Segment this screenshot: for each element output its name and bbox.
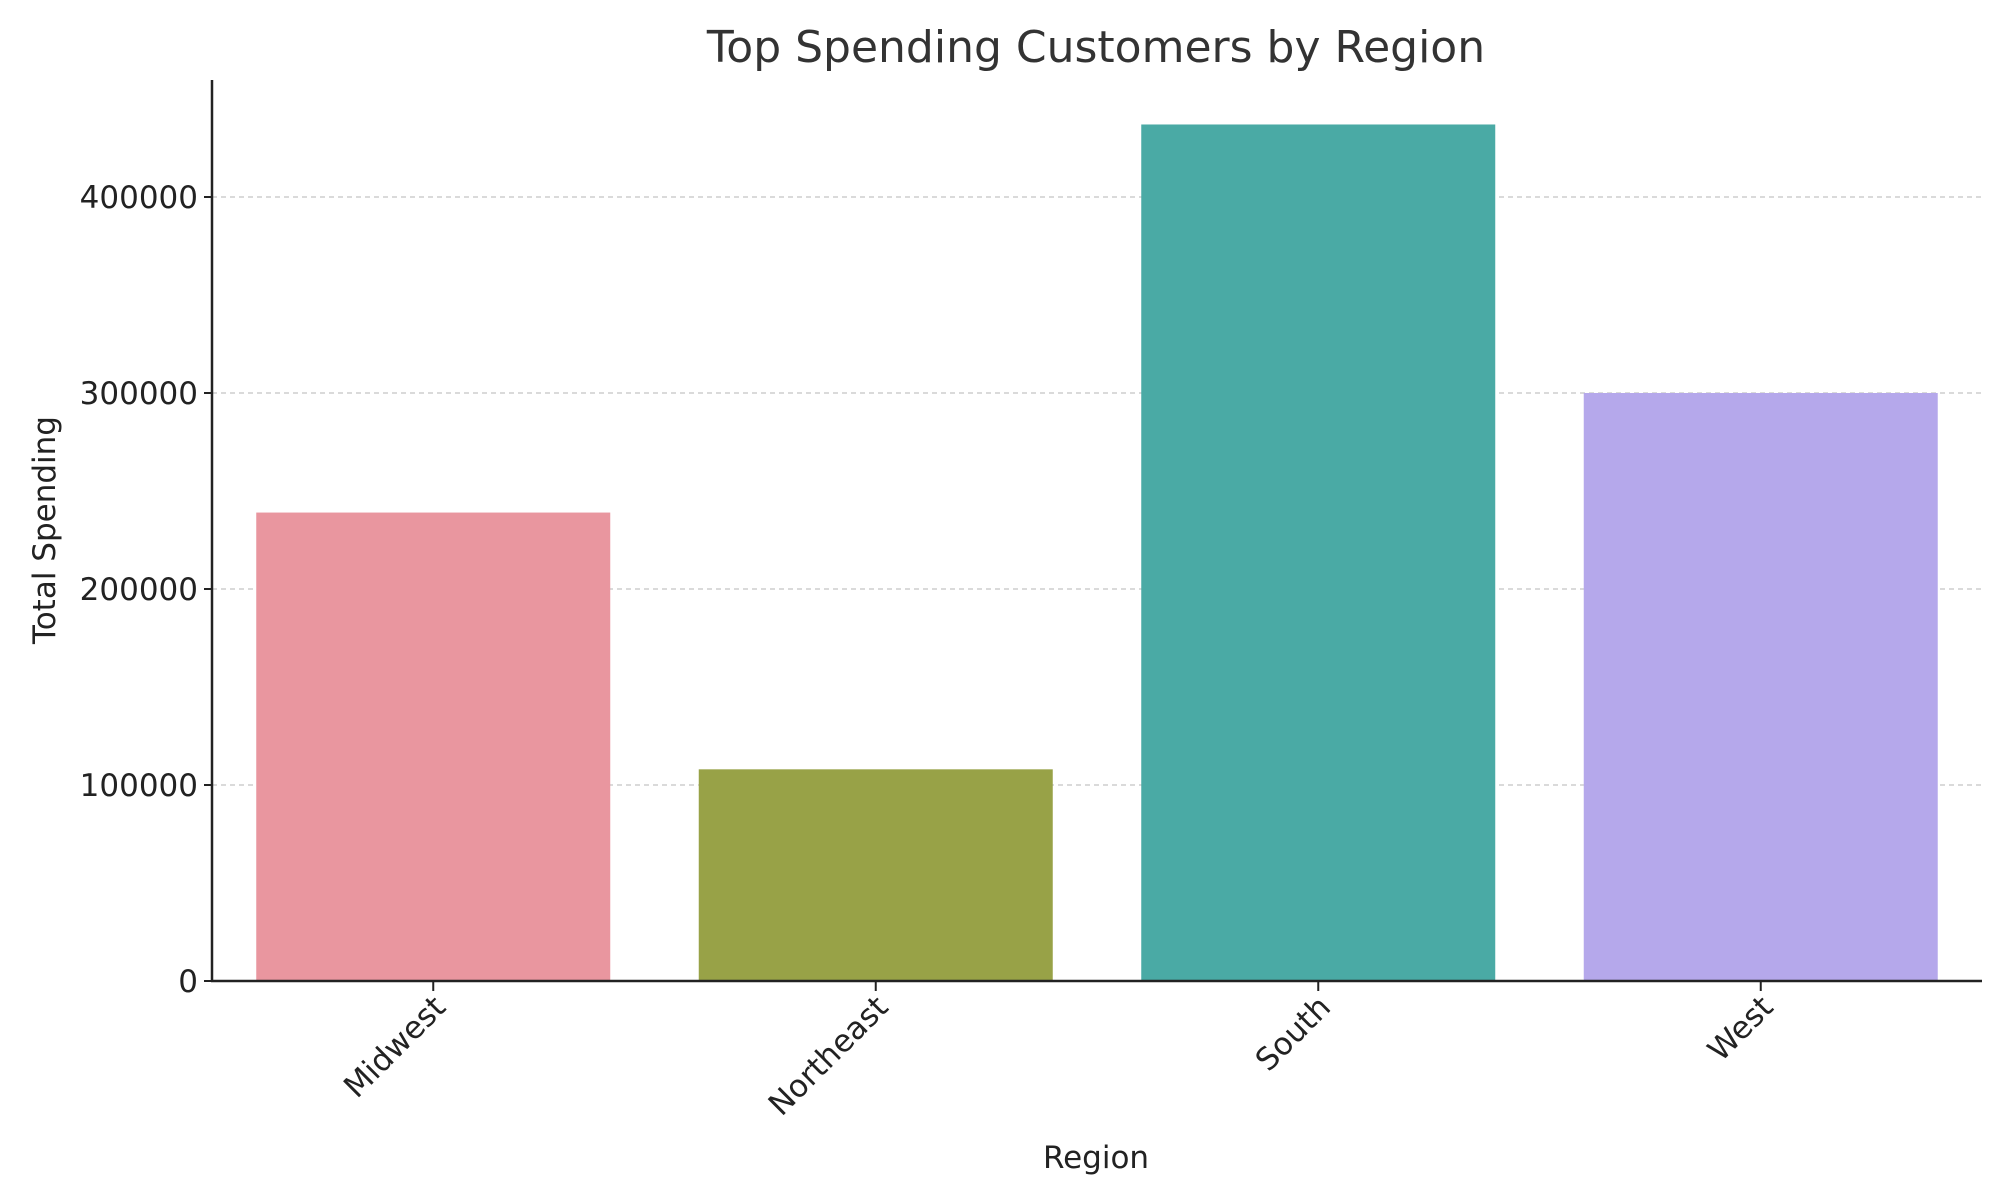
- x-tick-label: West: [1701, 989, 1780, 1068]
- y-axis-ticks: 0 100000 200000 300000 400000: [80, 180, 212, 1000]
- bar-northeast: [698, 769, 1053, 981]
- chart-title: Top Spending Customers by Region: [706, 22, 1485, 73]
- y-tick-label: 400000: [80, 180, 198, 216]
- x-tick-label: Midwest: [337, 989, 453, 1105]
- bar-west: [1583, 393, 1938, 981]
- y-tick-label: 100000: [80, 768, 198, 804]
- y-tick-label: 200000: [80, 572, 198, 608]
- x-tick-label: South: [1249, 989, 1338, 1078]
- bars: [256, 124, 1938, 982]
- x-tick-label: Northeast: [762, 989, 896, 1123]
- y-axis-label: Total Spending: [27, 416, 63, 645]
- y-tick-label: 0: [178, 964, 198, 1000]
- x-axis-label: Region: [1043, 1140, 1149, 1176]
- grid-lines: [212, 196, 1982, 786]
- bar-south: [1141, 124, 1496, 982]
- bar-midwest: [256, 512, 611, 981]
- x-axis-ticks: Midwest Northeast South West: [337, 981, 1780, 1123]
- y-tick-label: 300000: [80, 376, 198, 412]
- axes: [210, 80, 1982, 983]
